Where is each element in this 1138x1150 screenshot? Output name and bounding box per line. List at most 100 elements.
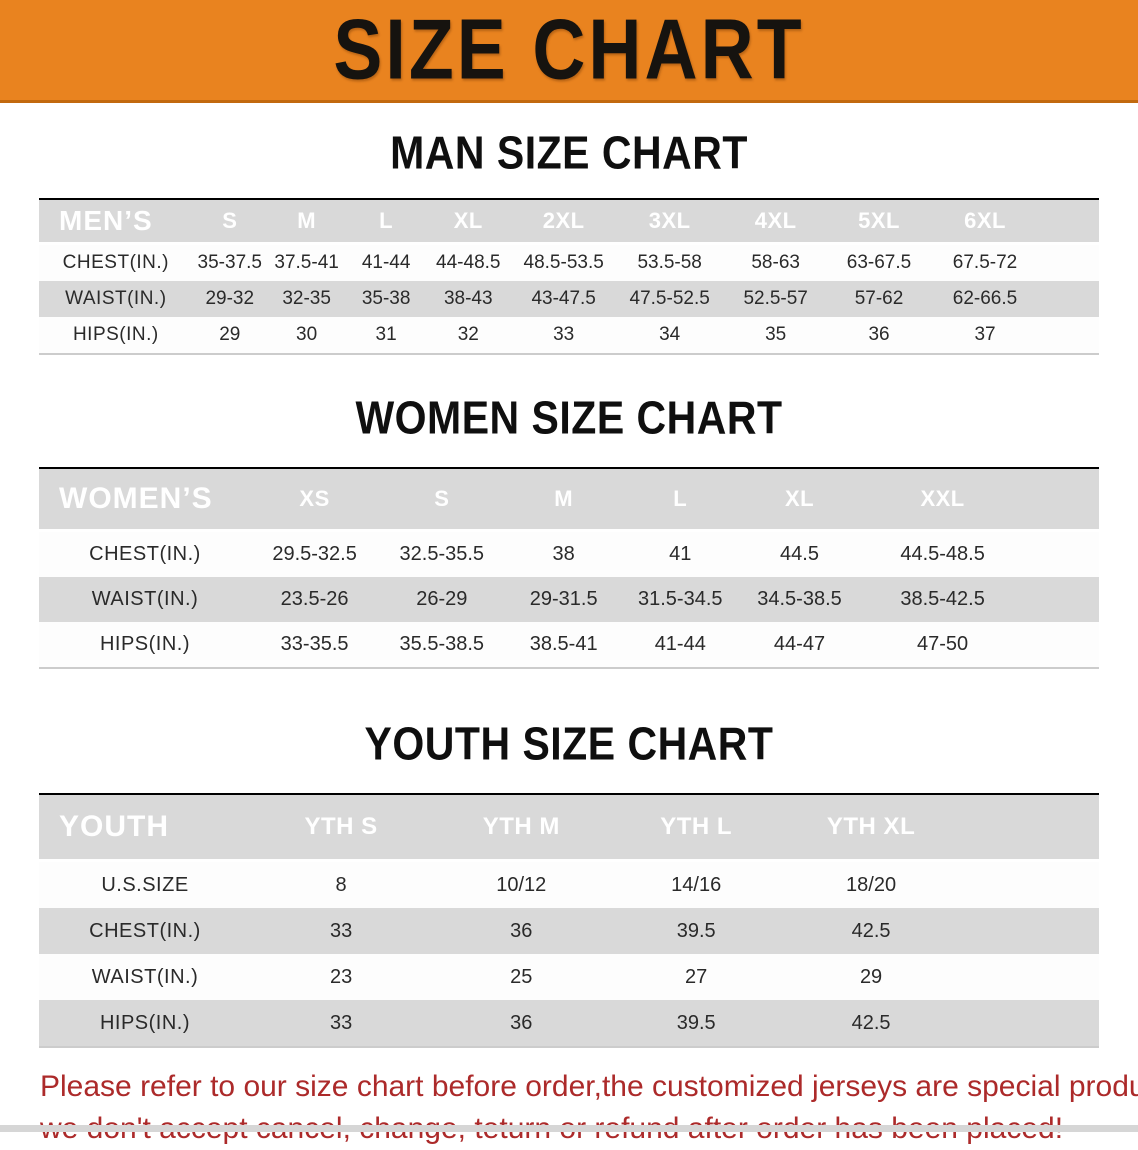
value-cell: 41-44 (621, 622, 739, 668)
value-cell: 38.5-41 (505, 622, 622, 668)
size-column-header: S (192, 198, 267, 245)
value-cell: 44.5-48.5 (860, 530, 1025, 577)
value-cell: 32.5-35.5 (378, 530, 506, 577)
table-header-row: YOUTH YTH S YTH M YTH L YTH XL (39, 793, 1099, 862)
value-cell: 18/20 (780, 860, 962, 908)
measurement-row: HIPS(IN.) 29 30 31 32 33 34 35 36 37 (39, 317, 1099, 354)
size-column-header: S (378, 467, 506, 532)
value-cell: 36 (828, 317, 930, 354)
size-column-header: M (266, 198, 347, 245)
size-column-header: XS (251, 467, 379, 532)
row-spacer (1024, 530, 1099, 577)
measurement-row: WAIST(IN.) 23 25 27 29 (39, 954, 1099, 1000)
measurement-row: HIPS(IN.) 33 36 39.5 42.5 (39, 1000, 1099, 1047)
value-cell: 41 (621, 530, 739, 577)
header-spacer (1024, 467, 1099, 532)
row-label: HIPS(IN.) (39, 622, 251, 668)
size-column-header: XXL (860, 467, 1025, 532)
size-column-header: YTH L (611, 793, 781, 862)
value-cell: 42.5 (780, 1000, 962, 1047)
size-column-header: YTH M (431, 793, 612, 862)
measurement-row: HIPS(IN.) 33-35.5 35.5-38.5 38.5-41 41-44 44-… (39, 622, 1099, 668)
value-cell: 32 (425, 317, 511, 354)
value-cell: 43-47.5 (510, 281, 617, 317)
size-column-header: M (505, 467, 622, 532)
row-label: HIPS(IN.) (39, 1000, 251, 1047)
value-cell: 29 (192, 317, 267, 354)
row-spacer (961, 1000, 1099, 1047)
row-label: HIPS(IN.) (39, 317, 193, 354)
value-cell: 27 (611, 954, 781, 1000)
value-cell: 36 (431, 908, 612, 954)
value-cell: 48.5-53.5 (510, 243, 617, 281)
value-cell: 23.5-26 (251, 577, 379, 622)
row-label: CHEST(IN.) (39, 243, 193, 281)
men-size-table: MEN’S S M L XL 2XL 3XL 4XL 5XL 6XL CHEST(IN.) 35-37… (39, 198, 1099, 355)
value-cell: 25 (431, 954, 612, 1000)
size-column-header: 4XL (722, 198, 829, 245)
value-cell: 38 (505, 530, 622, 577)
row-spacer (961, 954, 1099, 1000)
youth-section-heading: YOUTH SIZE CHART (364, 718, 774, 770)
measurement-row: WAIST(IN.) 29-32 32-35 35-38 38-43 43-47.5 47.… (39, 281, 1099, 317)
value-cell: 41-44 (346, 243, 426, 281)
row-spacer (1024, 577, 1099, 622)
header-spacer (961, 793, 1099, 862)
value-cell: 53.5-58 (616, 243, 723, 281)
table-corner-label: WOMEN’S (39, 467, 251, 532)
value-cell: 10/12 (431, 860, 612, 908)
value-cell: 35.5-38.5 (378, 622, 506, 668)
value-cell: 29 (780, 954, 962, 1000)
value-cell: 34 (616, 317, 723, 354)
value-cell: 52.5-57 (722, 281, 829, 317)
value-cell: 31 (346, 317, 426, 354)
measurement-row: CHEST(IN.) 33 36 39.5 42.5 (39, 908, 1099, 954)
size-column-header: XL (425, 198, 511, 245)
value-cell: 29.5-32.5 (251, 530, 379, 577)
value-cell: 29-31.5 (505, 577, 622, 622)
table-corner-label: YOUTH (39, 793, 251, 862)
row-label: CHEST(IN.) (39, 530, 251, 577)
women-section-heading: WOMEN SIZE CHART (355, 392, 783, 444)
size-chart-banner: SIZE CHART (0, 0, 1138, 103)
value-cell: 44-47 (738, 622, 861, 668)
value-cell: 14/16 (611, 860, 781, 908)
row-label: WAIST(IN.) (39, 954, 251, 1000)
measurement-row: CHEST(IN.) 29.5-32.5 32.5-35.5 38 41 44.5 44.5… (39, 530, 1099, 577)
table-header-row: MEN’S S M L XL 2XL 3XL 4XL 5XL 6XL (39, 198, 1099, 245)
bottom-divider (0, 1125, 1138, 1132)
row-label: U.S.SIZE (39, 860, 251, 908)
value-cell: 47-50 (860, 622, 1025, 668)
size-column-header: L (346, 198, 426, 245)
value-cell: 37 (929, 317, 1041, 354)
value-cell: 63-67.5 (828, 243, 930, 281)
value-cell: 33 (251, 908, 432, 954)
value-cell: 44-48.5 (425, 243, 511, 281)
row-spacer (1040, 281, 1099, 317)
row-spacer (1024, 622, 1099, 668)
value-cell: 58-63 (722, 243, 829, 281)
size-column-header: 5XL (828, 198, 930, 245)
row-label: WAIST(IN.) (39, 577, 251, 622)
value-cell: 62-66.5 (929, 281, 1041, 317)
value-cell: 30 (266, 317, 347, 354)
value-cell: 29-32 (192, 281, 267, 317)
header-spacer (1040, 198, 1099, 245)
value-cell: 34.5-38.5 (738, 577, 861, 622)
value-cell: 38.5-42.5 (860, 577, 1025, 622)
row-spacer (961, 860, 1099, 908)
value-cell: 35-37.5 (192, 243, 267, 281)
measurement-row: WAIST(IN.) 23.5-26 26-29 29-31.5 31.5-34.5 34… (39, 577, 1099, 622)
size-column-header: YTH XL (780, 793, 962, 862)
value-cell: 31.5-34.5 (621, 577, 739, 622)
value-cell: 44.5 (738, 530, 861, 577)
value-cell: 33 (510, 317, 617, 354)
value-cell: 39.5 (611, 1000, 781, 1047)
value-cell: 8 (251, 860, 432, 908)
table-corner-label: MEN’S (39, 198, 193, 245)
size-column-header: XL (738, 467, 861, 532)
banner-title: SIZE CHART (333, 2, 805, 98)
value-cell: 47.5-52.5 (616, 281, 723, 317)
men-section-heading: MAN SIZE CHART (390, 127, 748, 179)
disclaimer-text: Please refer to our size chart before or… (40, 1066, 1138, 1150)
